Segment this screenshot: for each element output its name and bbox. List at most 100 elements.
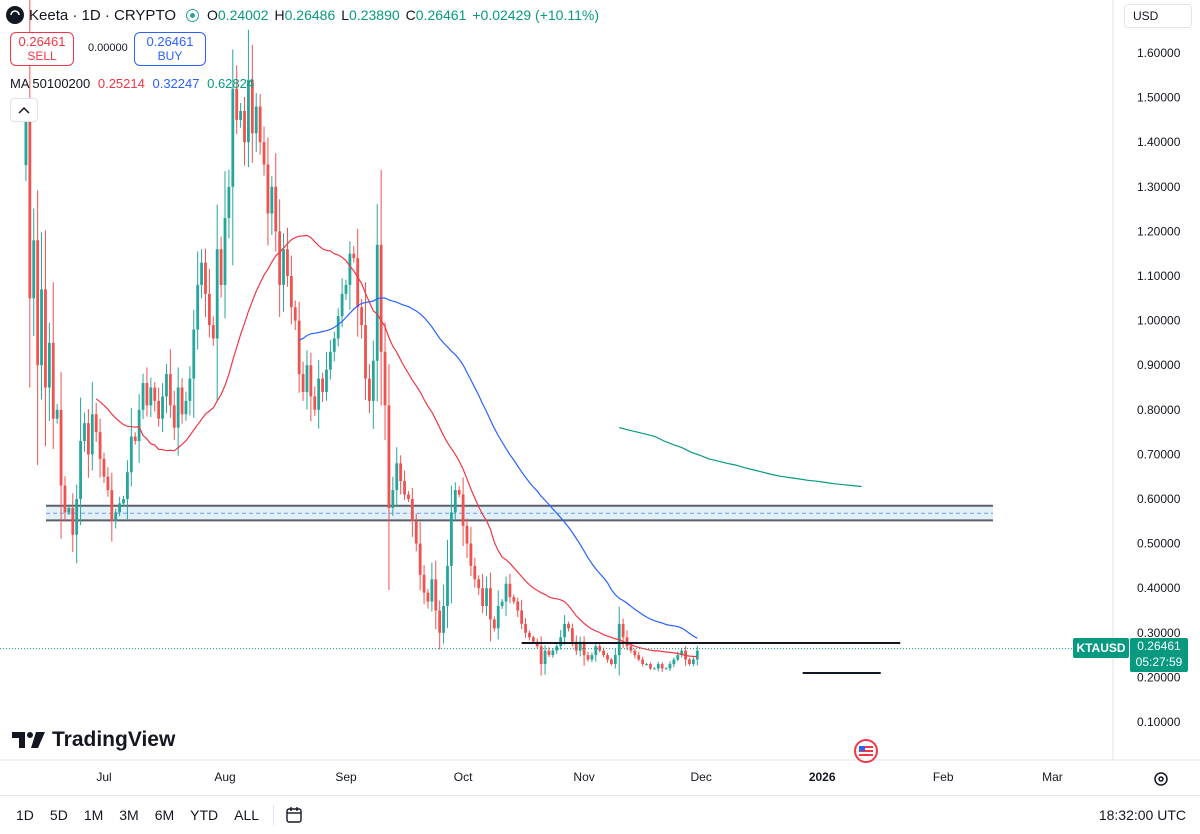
x-tick-label: 2026 — [809, 770, 836, 784]
price-chart[interactable]: 1.60000 1.50000 1.40000 1.30000 1.20000 1.100… — [0, 0, 1200, 795]
change-value: +0.02429 (+10.11%) — [472, 7, 599, 23]
ma200-line — [619, 427, 862, 488]
ma100-value: 0.32247 — [152, 76, 200, 91]
range-all[interactable]: ALL — [234, 807, 260, 823]
candle-body — [492, 619, 496, 629]
candle-body — [559, 637, 563, 647]
candle-body — [40, 289, 43, 366]
candle-body — [332, 338, 336, 352]
candle-body — [282, 249, 285, 285]
candle-body — [610, 659, 613, 665]
candle-body — [688, 659, 691, 665]
y-tick-label: 0.20000 — [1137, 670, 1181, 684]
candle-body — [340, 293, 344, 317]
candle-body — [664, 668, 668, 670]
candle-body — [118, 503, 122, 513]
candle-body — [399, 463, 403, 482]
candle-body — [652, 668, 656, 670]
branding-text: TradingView — [52, 728, 176, 751]
ma200-value: 0.62824 — [207, 76, 255, 91]
y-tick-label: 1.20000 — [1137, 224, 1181, 238]
range-1d[interactable]: 1D — [16, 807, 34, 823]
utc-clock[interactable]: 18:32:00 UTC — [1098, 807, 1186, 823]
buy-button[interactable]: 0.26461 BUY — [134, 32, 206, 66]
candle-body — [200, 262, 203, 285]
keeta-logo-icon — [6, 6, 24, 24]
candle-body — [469, 543, 473, 566]
range-5d[interactable]: 5D — [49, 807, 68, 823]
candle-body — [106, 476, 110, 491]
currency-selector[interactable]: USD — [1124, 4, 1192, 28]
candle-body — [137, 409, 141, 442]
candle-body — [442, 606, 445, 633]
candle-body — [449, 512, 453, 566]
candle-body — [293, 307, 297, 321]
candle-body — [274, 186, 278, 232]
y-tick-label: 0.50000 — [1137, 537, 1181, 551]
candle-body — [551, 650, 555, 656]
high-key: H — [274, 7, 285, 23]
ma-legend[interactable]: MA 50100200 0.25214 0.32247 0.62824 — [10, 76, 258, 91]
y-tick-label: 0.80000 — [1137, 403, 1181, 417]
candle-body — [231, 88, 235, 187]
us-flag-icon[interactable] — [853, 738, 879, 769]
candle-body — [356, 258, 360, 308]
toolbar-divider — [273, 805, 275, 825]
candle-body — [325, 369, 328, 392]
candle-body — [67, 507, 71, 513]
buy-label: BUY — [157, 49, 183, 63]
calendar-icon[interactable] — [284, 805, 304, 825]
candle-body — [258, 106, 262, 143]
candle-body — [204, 262, 207, 294]
candle-body — [590, 655, 594, 660]
candle-body — [477, 579, 481, 589]
candle-body — [453, 490, 457, 513]
candle-body — [44, 289, 47, 388]
candle-body — [582, 641, 586, 656]
low-value: 0.23890 — [349, 7, 400, 23]
candle-body — [336, 316, 340, 339]
candle-body — [407, 494, 410, 499]
candle-body — [637, 655, 641, 660]
candle-body — [219, 249, 223, 285]
candle-body — [239, 110, 243, 120]
candle-body — [153, 387, 157, 401]
price-zone — [46, 505, 993, 521]
candle-body — [28, 119, 32, 299]
candle-body — [321, 378, 324, 392]
candle-body — [145, 383, 149, 406]
candle-body — [364, 325, 367, 379]
candle-body — [36, 240, 40, 366]
ma100-line — [298, 297, 698, 639]
candle-body — [574, 641, 578, 651]
tradingview-icon — [12, 732, 45, 748]
candle-body — [598, 646, 602, 651]
candle-body — [270, 186, 274, 214]
settings-gear-icon[interactable] — [1152, 770, 1170, 793]
candle-body — [586, 655, 590, 660]
candle-body — [621, 623, 625, 638]
open-value: 0.24002 — [217, 7, 269, 23]
candle-body — [196, 284, 200, 330]
candle-body — [649, 664, 652, 669]
candle-body — [235, 88, 239, 120]
range-1m[interactable]: 1M — [83, 807, 104, 823]
x-tick-label: Jul — [96, 770, 111, 784]
range-3m[interactable]: 3M — [119, 807, 139, 823]
candle-body — [543, 650, 547, 665]
symbol-title[interactable]: Keeta · 1D · CRYPTO — [29, 6, 176, 24]
candle-body — [555, 646, 559, 651]
sell-button[interactable]: 0.26461 SELL — [10, 32, 74, 66]
range-6m[interactable]: 6M — [154, 807, 175, 823]
candle-body — [262, 142, 266, 165]
candle-body — [215, 249, 219, 339]
y-tick-label: 0.60000 — [1137, 492, 1181, 506]
candle-body — [207, 293, 211, 326]
collapse-legend-button[interactable] — [10, 98, 38, 122]
candle-body — [680, 650, 684, 656]
range-ytd[interactable]: YTD — [190, 807, 219, 823]
candle-body — [301, 374, 305, 392]
candle-body — [250, 79, 254, 134]
candle-body — [625, 637, 629, 647]
